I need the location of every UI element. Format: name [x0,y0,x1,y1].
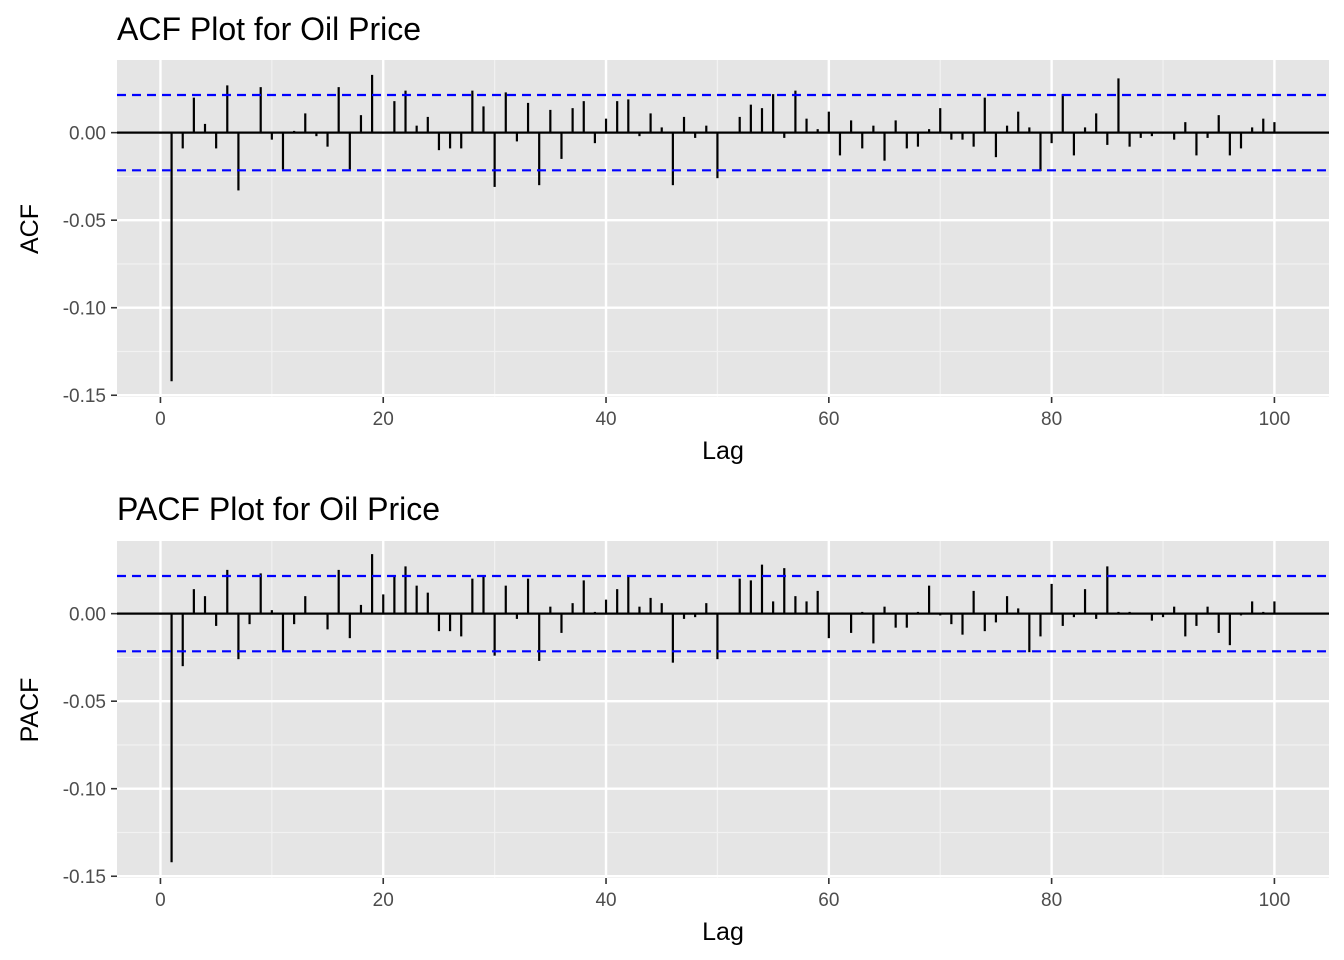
acf-x-ticks: 0 20 40 60 80 100 [155,397,1290,430]
pacf-x-tick-label: 80 [1041,890,1062,911]
acf-y-tick-label: 0.00 [69,124,106,145]
pacf-panel-background [117,541,1329,878]
pacf-y-axis-title: PACF [16,678,44,743]
pacf-y-tick-label: -0.15 [63,867,106,888]
acf-x-tick-label: 40 [595,409,616,430]
pacf-y-tick-label: -0.10 [63,780,106,801]
acf-y-tick-label: -0.05 [63,211,106,232]
acf-y-tick-label: -0.10 [63,299,106,320]
pacf-x-tick-label: 0 [155,890,166,911]
pacf-y-ticks: -0.15 -0.10 -0.05 0.00 [63,605,117,888]
pacf-y-tick-label: -0.05 [63,692,106,713]
acf-bars [117,74,1329,382]
acf-y-axis-title: ACF [16,204,44,254]
acf-x-axis-title: Lag [702,437,744,465]
acf-x-tick-label: 80 [1041,409,1062,430]
acf-title: ACF Plot for Oil Price [117,11,421,47]
pacf-chart: PACF Plot for Oil Price -0.15 -0.10 -0.05 0… [16,491,1329,946]
pacf-x-tick-label: 20 [373,890,394,911]
acf-x-tick-label: 100 [1259,409,1291,430]
pacf-confidence-bounds [117,574,1329,653]
pacf-title: PACF Plot for Oil Price [117,491,440,527]
pacf-y-tick-label: 0.00 [69,605,106,626]
acf-x-tick-label: 0 [155,409,166,430]
acf-y-ticks: -0.15 -0.10 -0.05 0.00 [63,124,117,407]
acf-panel-background [117,60,1329,397]
acf-confidence-bounds [117,93,1329,172]
pacf-gridlines [117,541,1329,878]
pacf-bars [117,554,1329,863]
pacf-x-tick-label: 40 [595,890,616,911]
pacf-x-tick-label: 100 [1259,890,1291,911]
pacf-x-ticks: 0 20 40 60 80 100 [155,878,1290,911]
acf-x-tick-label: 60 [818,409,839,430]
acf-x-tick-label: 20 [373,409,394,430]
acf-chart: ACF Plot for Oil Price -0.15 -0.10 -0.05 0.… [16,11,1329,465]
pacf-x-tick-label: 60 [818,890,839,911]
pacf-x-axis-title: Lag [702,918,744,946]
acf-y-tick-label: -0.15 [63,386,106,407]
